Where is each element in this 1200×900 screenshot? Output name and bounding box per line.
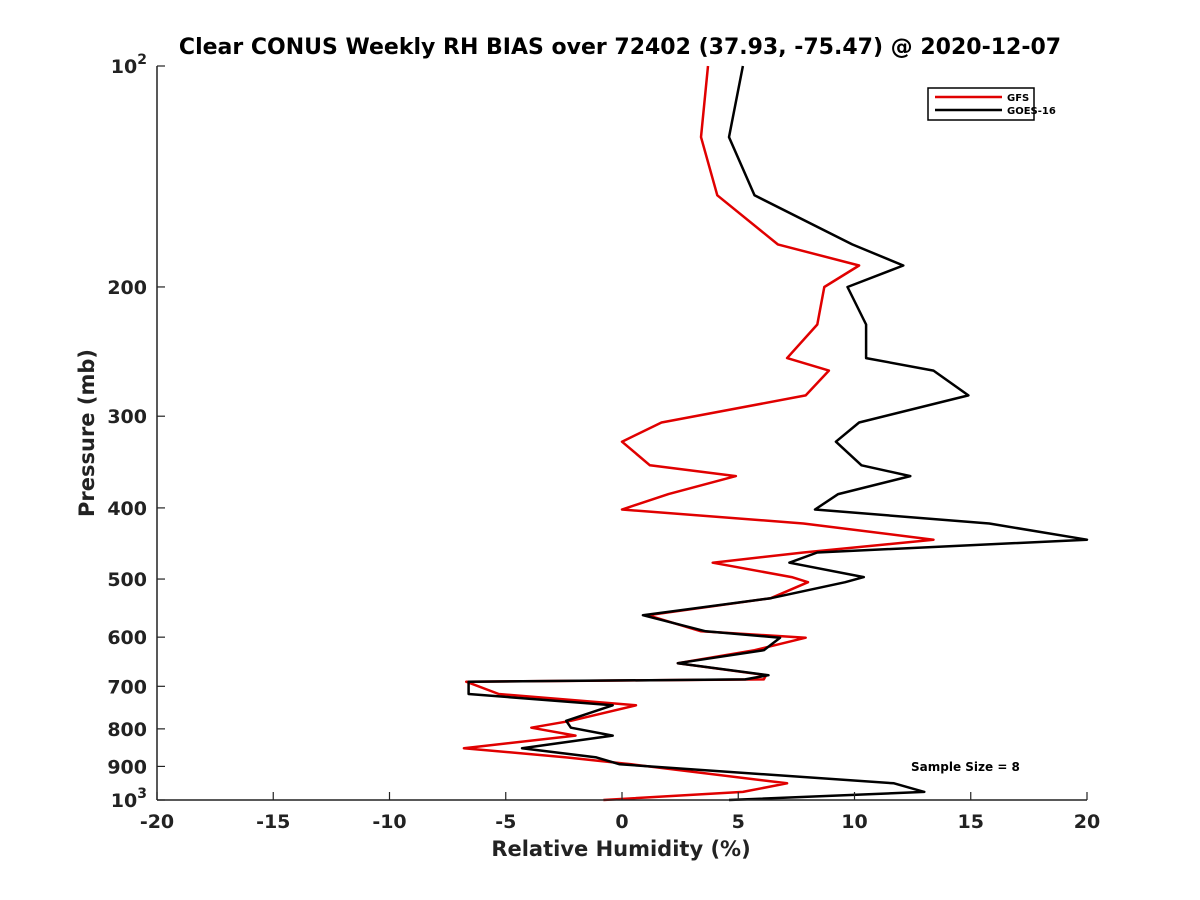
legend: GFS GOES-16 xyxy=(927,87,1056,121)
y-tick-label: 700 xyxy=(107,676,147,698)
x-tick-label: -20 xyxy=(140,811,174,833)
y-tick-label: 200 xyxy=(107,277,147,299)
y-tick-label: 103 xyxy=(111,786,147,812)
y-tick-labels: 102 200 300 400 500 600 700 800 900 103 xyxy=(107,52,147,812)
y-tick-label: 400 xyxy=(107,498,147,520)
chart-title: Clear CONUS Weekly RH BIAS over 72402 (3… xyxy=(179,35,1061,60)
series-line-gfs xyxy=(462,65,935,802)
plot-area-background xyxy=(157,66,1087,800)
x-tick-label: 15 xyxy=(958,811,984,833)
axes-group xyxy=(156,65,1088,801)
legend-label-goes16: GOES-16 xyxy=(1007,106,1056,117)
series-line-goes16 xyxy=(467,65,1089,802)
y-tick-label: 600 xyxy=(107,627,147,649)
legend-box xyxy=(927,87,1035,121)
legend-label-gfs: GFS xyxy=(1007,93,1029,104)
y-tick-label: 500 xyxy=(107,569,147,591)
plot-area xyxy=(156,65,1089,802)
y-tick-label: 300 xyxy=(107,406,147,428)
x-tick-label: 0 xyxy=(615,811,628,833)
x-tick-label: -5 xyxy=(495,811,516,833)
x-tick-labels: -20 -15 -10 -5 0 5 10 15 20 xyxy=(140,811,1100,833)
y-tick-label: 102 xyxy=(111,52,147,78)
y-tick-label: 900 xyxy=(107,756,147,778)
x-tick-label: 10 xyxy=(841,811,867,833)
sample-size-annotation: Sample Size = 8 xyxy=(911,760,1020,774)
x-tick-label: -15 xyxy=(256,811,290,833)
y-axis-label: Pressure (mb) xyxy=(75,349,99,517)
y-tick-label: 800 xyxy=(107,719,147,741)
series-group xyxy=(462,65,1089,802)
x-tick-label: 20 xyxy=(1074,811,1100,833)
x-tick-label: -10 xyxy=(372,811,406,833)
x-tick-label: 5 xyxy=(732,811,745,833)
x-axis-label: Relative Humidity (%) xyxy=(491,837,750,861)
